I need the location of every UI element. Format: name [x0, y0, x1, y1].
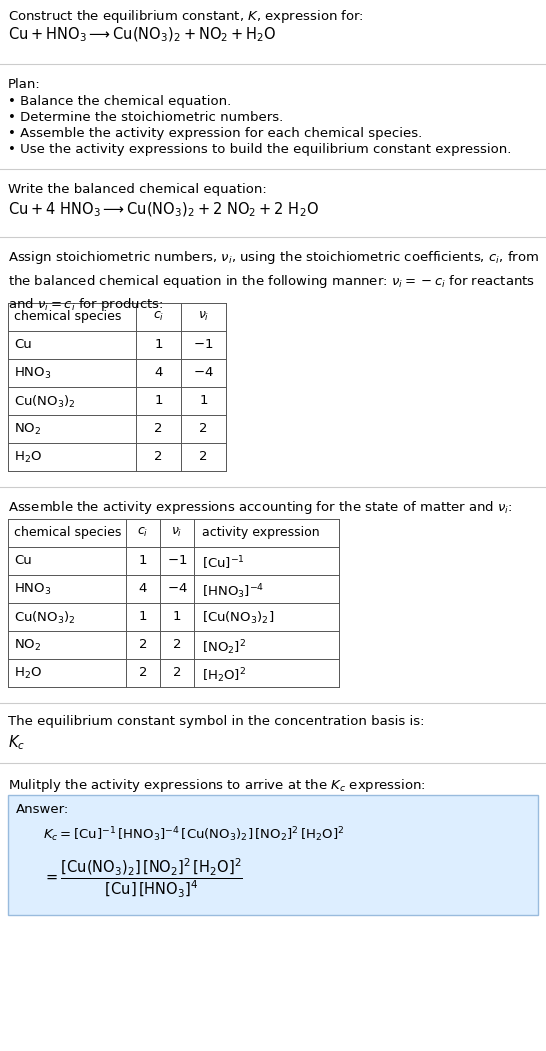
- Text: $\mathrm{NO_2}$: $\mathrm{NO_2}$: [14, 638, 41, 653]
- Text: 2: 2: [155, 450, 163, 463]
- Text: $-1$: $-1$: [167, 554, 187, 566]
- Text: Assemble the activity expressions accounting for the state of matter and $\nu_i$: Assemble the activity expressions accoun…: [8, 499, 513, 516]
- Text: Mulitply the activity expressions to arrive at the $K_c$ expression:: Mulitply the activity expressions to arr…: [8, 777, 426, 794]
- Text: $\mathrm{Cu(NO_3)_2}$: $\mathrm{Cu(NO_3)_2}$: [14, 610, 76, 626]
- Text: $= \dfrac{[\mathrm{Cu(NO_3)_2}]\,[\mathrm{NO_2}]^2\,[\mathrm{H_2O}]^2}{[\mathrm{: $= \dfrac{[\mathrm{Cu(NO_3)_2}]\,[\mathr…: [43, 857, 243, 901]
- Text: $\mathrm{Cu + 4\ HNO_3 \longrightarrow Cu(NO_3)_2 + 2\ NO_2 + 2\ H_2O}$: $\mathrm{Cu + 4\ HNO_3 \longrightarrow C…: [8, 201, 319, 220]
- Text: 1: 1: [139, 554, 147, 566]
- Text: Construct the equilibrium constant, $K$, expression for:: Construct the equilibrium constant, $K$,…: [8, 8, 364, 25]
- Text: 2: 2: [199, 423, 207, 435]
- Text: $\mathrm{H_2O}$: $\mathrm{H_2O}$: [14, 666, 42, 681]
- Text: Plan:: Plan:: [8, 78, 41, 91]
- Text: $\mathrm{Cu(NO_3)_2}$: $\mathrm{Cu(NO_3)_2}$: [14, 394, 76, 410]
- Text: 4: 4: [139, 582, 147, 595]
- Text: 1: 1: [173, 610, 181, 623]
- Text: $[\mathrm{HNO_3}]^{-4}$: $[\mathrm{HNO_3}]^{-4}$: [202, 582, 264, 601]
- Text: $[\mathrm{H_2O}]^2$: $[\mathrm{H_2O}]^2$: [202, 666, 246, 684]
- Text: 2: 2: [139, 638, 147, 651]
- Text: • Use the activity expressions to build the equilibrium constant expression.: • Use the activity expressions to build …: [8, 143, 512, 156]
- Text: chemical species: chemical species: [14, 526, 121, 539]
- Text: $[\mathrm{NO_2}]^2$: $[\mathrm{NO_2}]^2$: [202, 638, 246, 657]
- Text: 4: 4: [155, 366, 163, 379]
- Text: $\mathrm{HNO_3}$: $\mathrm{HNO_3}$: [14, 366, 51, 382]
- FancyBboxPatch shape: [8, 795, 538, 915]
- Text: $\mathrm{Cu + HNO_3 \longrightarrow Cu(NO_3)_2 + NO_2 + H_2O}$: $\mathrm{Cu + HNO_3 \longrightarrow Cu(N…: [8, 26, 277, 44]
- Text: The equilibrium constant symbol in the concentration basis is:: The equilibrium constant symbol in the c…: [8, 715, 424, 728]
- Text: $\nu_i$: $\nu_i$: [198, 310, 209, 323]
- Text: 1: 1: [155, 394, 163, 407]
- Text: Assign stoichiometric numbers, $\nu_i$, using the stoichiometric coefficients, $: Assign stoichiometric numbers, $\nu_i$, …: [8, 249, 539, 313]
- Text: $K_c$: $K_c$: [8, 733, 25, 751]
- Text: $\mathrm{HNO_3}$: $\mathrm{HNO_3}$: [14, 582, 51, 597]
- Text: $[\mathrm{Cu(NO_3)_2}]$: $[\mathrm{Cu(NO_3)_2}]$: [202, 610, 275, 626]
- Text: $\mathrm{NO_2}$: $\mathrm{NO_2}$: [14, 423, 41, 437]
- Text: $-4$: $-4$: [167, 582, 187, 595]
- Text: $\nu_i$: $\nu_i$: [171, 526, 183, 539]
- Text: 1: 1: [139, 610, 147, 623]
- Text: • Balance the chemical equation.: • Balance the chemical equation.: [8, 95, 232, 108]
- Text: $\mathrm{H_2O}$: $\mathrm{H_2O}$: [14, 450, 42, 466]
- Text: 2: 2: [173, 666, 181, 679]
- Text: • Assemble the activity expression for each chemical species.: • Assemble the activity expression for e…: [8, 127, 422, 140]
- Text: Cu: Cu: [14, 338, 32, 351]
- Text: 2: 2: [199, 450, 207, 463]
- Text: chemical species: chemical species: [14, 310, 121, 323]
- Text: 1: 1: [155, 338, 163, 351]
- Text: Write the balanced chemical equation:: Write the balanced chemical equation:: [8, 183, 267, 195]
- Text: 2: 2: [173, 638, 181, 651]
- Text: $c_i$: $c_i$: [153, 310, 164, 323]
- Text: $c_i$: $c_i$: [138, 526, 149, 539]
- Text: 1: 1: [199, 394, 207, 407]
- Text: Answer:: Answer:: [16, 803, 69, 816]
- Text: activity expression: activity expression: [202, 526, 319, 539]
- Text: $-4$: $-4$: [193, 366, 214, 379]
- Text: $-1$: $-1$: [193, 338, 213, 351]
- Text: 2: 2: [155, 423, 163, 435]
- Text: $[\mathrm{Cu}]^{-1}$: $[\mathrm{Cu}]^{-1}$: [202, 554, 245, 572]
- Text: • Determine the stoichiometric numbers.: • Determine the stoichiometric numbers.: [8, 111, 283, 124]
- Text: $K_c = [\mathrm{Cu}]^{-1}\,[\mathrm{HNO_3}]^{-4}\,[\mathrm{Cu(NO_3)_2}]\,[\mathr: $K_c = [\mathrm{Cu}]^{-1}\,[\mathrm{HNO_…: [43, 825, 345, 844]
- Text: Cu: Cu: [14, 554, 32, 566]
- Text: 2: 2: [139, 666, 147, 679]
